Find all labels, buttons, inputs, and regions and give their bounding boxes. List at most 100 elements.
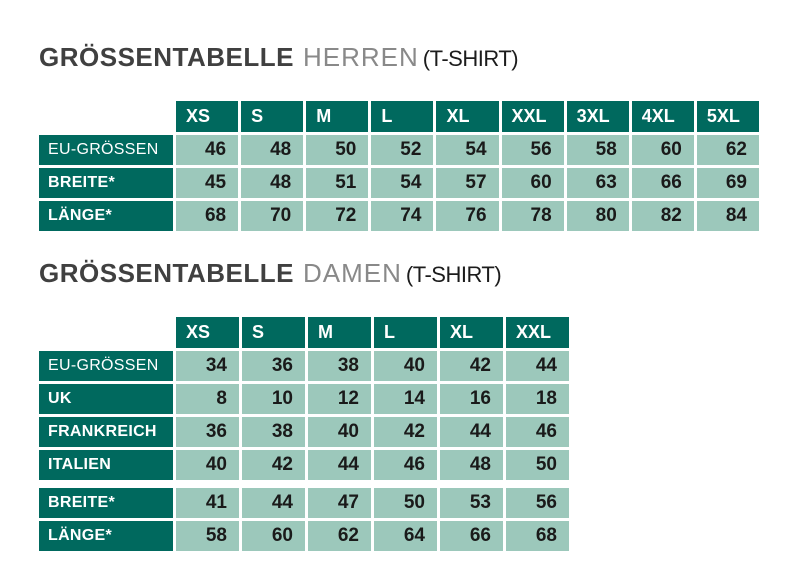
size-value-cell: 76	[436, 201, 499, 231]
size-value-cell: 42	[440, 351, 503, 381]
size-value-cell: 50	[506, 450, 569, 480]
size-value-cell: 12	[308, 384, 371, 414]
size-value-cell: 53	[440, 488, 503, 518]
size-value-cell: 78	[501, 201, 564, 231]
corner-cell	[39, 317, 173, 348]
size-value-cell: 48	[241, 135, 304, 165]
title-main-text: GRÖSSENTABELLE	[39, 42, 294, 72]
size-column-header: XXL	[506, 317, 569, 348]
size-value-cell: 46	[374, 450, 437, 480]
size-value-cell: 56	[506, 488, 569, 518]
size-value-cell: 72	[306, 201, 369, 231]
size-value-cell: 57	[436, 168, 499, 198]
size-value-cell: 44	[308, 450, 371, 480]
size-column-header: 3XL	[566, 101, 629, 132]
size-value-cell: 10	[242, 384, 305, 414]
size-value-cell: 18	[506, 384, 569, 414]
table-row: EU-GRÖSSEN 34 36 38 40 42 44	[39, 351, 569, 381]
size-value-cell: 38	[308, 351, 371, 381]
header-row: XS S M L XL XXL 3XL 4XL 5XL	[39, 101, 759, 132]
size-value-cell: 74	[371, 201, 434, 231]
size-value-cell: 64	[374, 521, 437, 551]
size-column-header: XS	[176, 101, 239, 132]
size-value-cell: 8	[176, 384, 239, 414]
size-column-header: XL	[436, 101, 499, 132]
size-value-cell: 34	[176, 351, 239, 381]
size-value-cell: 68	[176, 201, 239, 231]
row-label: EU-GRÖSSEN	[39, 351, 173, 381]
size-column-header: S	[241, 101, 304, 132]
corner-cell	[39, 101, 173, 132]
size-column-header: M	[306, 101, 369, 132]
size-value-cell: 58	[176, 521, 239, 551]
row-label: LÄNGE*	[39, 521, 173, 551]
size-value-cell: 60	[631, 135, 694, 165]
size-column-header: L	[371, 101, 434, 132]
size-table-damen: XS S M L XL XXL EU-GRÖSSEN 34 36 38 40 42 44 UK 8 10 12 1…	[39, 317, 569, 551]
size-value-cell: 45	[176, 168, 239, 198]
size-value-cell: 60	[501, 168, 564, 198]
size-value-cell: 36	[176, 417, 239, 447]
size-value-cell: 60	[242, 521, 305, 551]
table-row: BREITE* 45 48 51 54 57 60 63 66 69	[39, 168, 759, 198]
size-value-cell: 41	[176, 488, 239, 518]
size-value-cell: 70	[241, 201, 304, 231]
size-value-cell: 82	[631, 201, 694, 231]
size-value-cell: 62	[696, 135, 759, 165]
row-label: ITALIEN	[39, 450, 173, 480]
size-value-cell: 80	[566, 201, 629, 231]
damen-table-title: GRÖSSENTABELLE DAMEN (T-SHIRT)	[39, 258, 803, 290]
size-value-cell: 52	[371, 135, 434, 165]
size-column-header: S	[242, 317, 305, 348]
table-row: ITALIEN 40 42 44 46 48 50	[39, 450, 569, 480]
title-variant-text: DAMEN	[302, 258, 402, 288]
size-column-header: XL	[440, 317, 503, 348]
size-value-cell: 68	[506, 521, 569, 551]
title-main-text: GRÖSSENTABELLE	[39, 258, 294, 288]
row-label: EU-GRÖSSEN	[39, 135, 173, 165]
size-value-cell: 50	[374, 488, 437, 518]
size-column-header: M	[308, 317, 371, 348]
size-value-cell: 16	[440, 384, 503, 414]
size-value-cell: 36	[242, 351, 305, 381]
size-value-cell: 14	[374, 384, 437, 414]
size-table-herren: XS S M L XL XXL 3XL 4XL 5XL EU-GRÖSSEN 46 48 50 52 54 5…	[39, 101, 759, 231]
row-label: BREITE*	[39, 168, 173, 198]
size-column-header: 4XL	[631, 101, 694, 132]
size-column-header: XS	[176, 317, 239, 348]
size-value-cell: 54	[371, 168, 434, 198]
size-value-cell: 84	[696, 201, 759, 231]
size-value-cell: 46	[506, 417, 569, 447]
size-value-cell: 44	[506, 351, 569, 381]
row-label: LÄNGE*	[39, 201, 173, 231]
size-value-cell: 44	[242, 488, 305, 518]
row-label: UK	[39, 384, 173, 414]
table-row: EU-GRÖSSEN 46 48 50 52 54 56 58 60 62	[39, 135, 759, 165]
size-value-cell: 40	[374, 351, 437, 381]
size-value-cell: 58	[566, 135, 629, 165]
size-value-cell: 56	[501, 135, 564, 165]
herren-table-title: GRÖSSENTABELLE HERREN (T-SHIRT)	[39, 42, 803, 74]
size-value-cell: 66	[631, 168, 694, 198]
size-value-cell: 66	[440, 521, 503, 551]
header-row: XS S M L XL XXL	[39, 317, 569, 348]
table-row: LÄNGE* 58 60 62 64 66 68	[39, 521, 569, 551]
table-row: BREITE* 41 44 47 50 53 56	[39, 488, 569, 518]
size-value-cell: 38	[242, 417, 305, 447]
size-value-cell: 51	[306, 168, 369, 198]
size-value-cell: 48	[241, 168, 304, 198]
row-label: BREITE*	[39, 488, 173, 518]
table-row: UK 8 10 12 14 16 18	[39, 384, 569, 414]
size-column-header: L	[374, 317, 437, 348]
size-value-cell: 46	[176, 135, 239, 165]
size-value-cell: 42	[374, 417, 437, 447]
size-value-cell: 50	[306, 135, 369, 165]
size-value-cell: 40	[176, 450, 239, 480]
row-label: FRANKREICH	[39, 417, 173, 447]
size-value-cell: 44	[440, 417, 503, 447]
title-suffix-text: (T-SHIRT)	[405, 262, 502, 287]
size-value-cell: 54	[436, 135, 499, 165]
title-suffix-text: (T-SHIRT)	[422, 46, 519, 71]
size-value-cell: 69	[696, 168, 759, 198]
